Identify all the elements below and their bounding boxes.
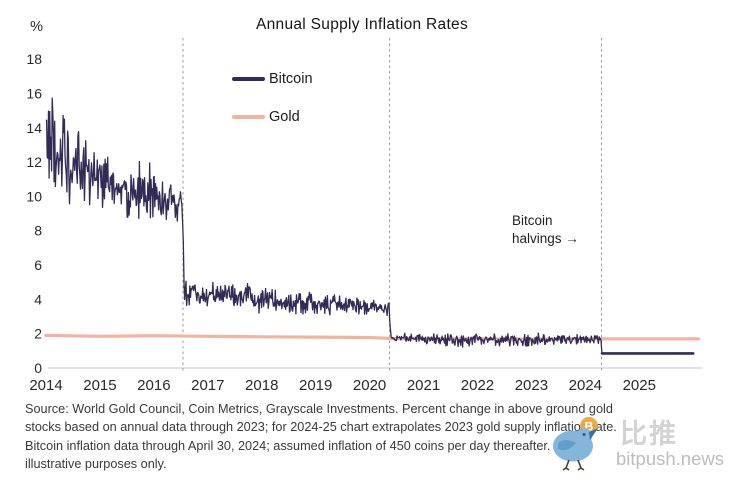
svg-text:2015: 2015 [83,377,116,394]
halvings-annotation-line1: Bitcoin [512,213,553,228]
legend-item-gold: Gold [232,107,313,127]
svg-text:2024: 2024 [569,377,602,394]
svg-text:2017: 2017 [191,377,224,394]
gold-legend-line [232,115,265,119]
svg-text:12: 12 [26,154,42,170]
svg-text:6: 6 [34,257,42,273]
svg-text:%: % [30,19,43,35]
svg-text:2018: 2018 [245,377,278,394]
x-tick-labels: 2014 2015 2016 2017 2018 2019 2020 2021 2022 2023… [29,377,656,394]
svg-text:2021: 2021 [407,377,440,394]
source-line: Source: World Gold Council, Coin Metrics… [25,402,613,416]
halvings-annotation-line2: halvings → [512,230,579,246]
chart-title: Annual Supply Inflation Rates [255,16,469,33]
svg-text:2025: 2025 [623,377,656,394]
bitcoin-line [45,97,695,355]
y-tick-labels: 0 2 4 6 8 10 12 14 16 18% [26,19,43,376]
legend-label-gold: Gold [269,109,300,125]
source-line: stocks based on annual data through 2023… [25,420,617,435]
svg-text:2014: 2014 [29,377,62,394]
source-line: Bitcoin inflation data through April 30,… [25,438,574,453]
legend: Bitcoin Gold [232,69,313,127]
svg-text:14: 14 [26,120,42,136]
source-note: Source: World Gold Council, Coin Metrics… [25,400,725,474]
svg-text:10: 10 [26,188,42,204]
halving-dashed-lines [182,38,603,372]
svg-text:2022: 2022 [461,377,494,394]
bitcoin-legend-line [232,77,265,81]
svg-text:2: 2 [34,326,42,342]
source-line: illustrative purposes only. [25,457,167,472]
svg-text:2023: 2023 [515,377,548,394]
halvings-annotation: Bitcoin halvings → [512,212,579,247]
legend-label-bitcoin: Bitcoin [269,71,313,87]
svg-text:16: 16 [26,85,42,101]
svg-text:2019: 2019 [299,377,332,394]
legend-item-bitcoin: Bitcoin [232,69,313,89]
svg-text:4: 4 [34,291,42,307]
svg-text:0: 0 [34,360,42,376]
svg-text:18: 18 [26,51,42,67]
svg-text:8: 8 [34,223,42,239]
svg-text:2020: 2020 [353,377,386,394]
svg-text:2016: 2016 [137,377,170,394]
